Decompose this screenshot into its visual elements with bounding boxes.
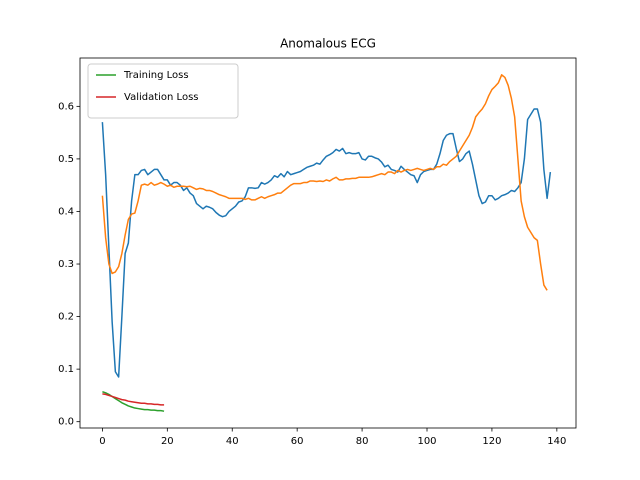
x-tick-label: 80 (356, 436, 369, 447)
x-tick-label: 60 (291, 436, 304, 447)
x-tick-label: 40 (226, 436, 239, 447)
legend-label: Training Loss (123, 70, 189, 81)
x-tick-label: 0 (99, 436, 105, 447)
y-tick-label: 0.3 (58, 259, 74, 270)
plot-frame (79, 57, 577, 429)
x-tick-label: 100 (417, 436, 436, 447)
y-tick-label: 0.1 (58, 364, 74, 375)
y-tick-label: 0.4 (58, 206, 74, 217)
legend: Training Loss Validation Loss (87, 63, 239, 119)
y-tick-label: 0.0 (58, 417, 74, 428)
x-tick-label: 120 (482, 436, 501, 447)
legend-label: Validation Loss (124, 92, 199, 103)
chart-title: Anomalous ECG (280, 37, 376, 51)
y-tick-label: 0.2 (58, 312, 74, 323)
x-tick-label: 140 (547, 436, 566, 447)
legend-box (87, 63, 239, 119)
y-tick-label: 0.5 (58, 154, 74, 165)
y-tick-label: 0.6 (58, 101, 74, 112)
series-line (102, 393, 165, 406)
series-line (101, 108, 552, 378)
series-line (101, 74, 548, 291)
x-tick-label: 20 (161, 436, 174, 447)
